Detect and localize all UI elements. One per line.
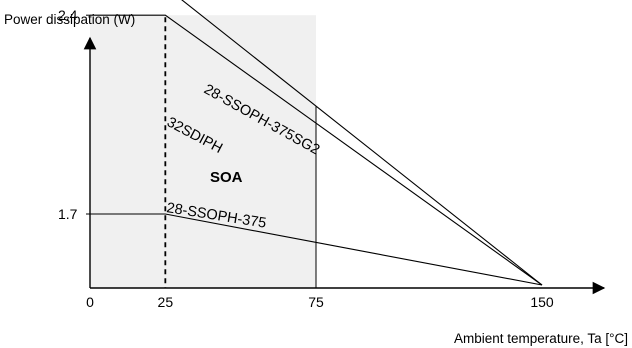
x-tick-label: 75 — [308, 294, 324, 310]
series-lines — [90, 0, 543, 286]
y-tick-label: 1.7 — [58, 206, 78, 222]
x-axis-label: Ambient temperature, Ta [°C] — [454, 331, 628, 346]
series-line-1 — [90, 14, 543, 286]
soa-region — [90, 15, 316, 288]
y-axis-label: Power dissipation (W) — [4, 12, 135, 27]
y-tick-label: 2.4 — [58, 7, 78, 23]
series-line-0 — [181, 0, 543, 286]
soa-label: SOA — [210, 169, 243, 186]
x-tick-label: 150 — [530, 294, 554, 310]
x-tick-label: 0 — [86, 294, 94, 310]
series-line-2 — [90, 213, 543, 286]
y-ticks: 1.72.42.5 — [58, 7, 90, 222]
x-tick-label: 25 — [158, 294, 174, 310]
x-ticks: 0 25 75 150 — [86, 294, 554, 310]
